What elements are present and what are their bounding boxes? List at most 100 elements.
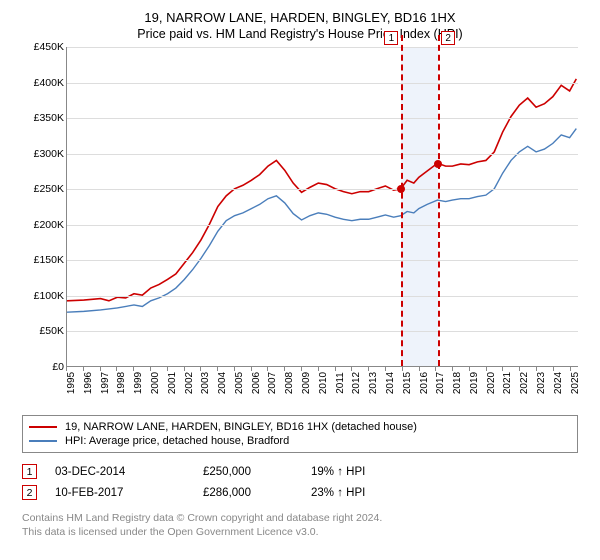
sale-diff: 19% ↑ HPI	[311, 466, 401, 478]
x-axis: 1995199619971998199920002001200220032004…	[66, 367, 578, 387]
gridline	[67, 296, 578, 297]
x-tick	[435, 367, 436, 371]
legend: 19, NARROW LANE, HARDEN, BINGLEY, BD16 1…	[22, 415, 578, 453]
x-tick	[519, 367, 520, 371]
x-tick	[318, 367, 319, 371]
sale-row: 210-FEB-2017£286,00023% ↑ HPI	[22, 482, 578, 503]
x-tick	[536, 367, 537, 371]
chart-lines	[67, 47, 578, 366]
x-tick-label: 2010	[318, 372, 329, 394]
x-tick-label: 2015	[402, 372, 413, 394]
y-tick-label: £150K	[34, 254, 64, 266]
x-tick-label: 1996	[83, 372, 94, 394]
x-tick	[133, 367, 134, 371]
x-tick-label: 2003	[200, 372, 211, 394]
sale-marker-badge: 2	[441, 31, 455, 45]
x-tick	[402, 367, 403, 371]
y-tick-label: £0	[52, 361, 64, 373]
x-tick-label: 2004	[217, 372, 228, 394]
page-title: 19, NARROW LANE, HARDEN, BINGLEY, BD16 1…	[22, 10, 578, 25]
x-tick-label: 2021	[502, 372, 513, 394]
sale-row: 1 03-DEC-2014 £250,000 19% ↑ HPI	[22, 461, 578, 482]
sale-price: £250,000	[203, 466, 293, 478]
x-tick	[83, 367, 84, 371]
x-tick-label: 2006	[251, 372, 262, 394]
gridline	[67, 118, 578, 119]
x-tick-label: 1999	[133, 372, 144, 394]
x-tick	[284, 367, 285, 371]
gridline	[67, 83, 578, 84]
x-tick-label: 2014	[385, 372, 396, 394]
x-tick-label: 2020	[486, 372, 497, 394]
sales-table: 1 03-DEC-2014 £250,000 19% ↑ HPI 210-FEB-201…	[22, 461, 578, 503]
page-subtitle: Price paid vs. HM Land Registry's House …	[22, 27, 578, 41]
x-tick	[66, 367, 67, 371]
gridline	[67, 154, 578, 155]
x-tick-label: 2005	[234, 372, 245, 394]
x-tick	[502, 367, 503, 371]
sale-marker-line	[438, 35, 440, 366]
x-tick-label: 2019	[469, 372, 480, 394]
y-tick-label: £100K	[34, 290, 64, 302]
y-axis: £0£50K£100K£150K£200K£250K£300K£350K£400…	[22, 47, 66, 367]
y-tick-label: £400K	[34, 77, 64, 89]
sale-badge: 1	[22, 464, 37, 479]
x-tick	[234, 367, 235, 371]
x-tick-label: 2022	[519, 372, 530, 394]
x-tick	[486, 367, 487, 371]
legend-label: 19, NARROW LANE, HARDEN, BINGLEY, BD16 1…	[65, 421, 417, 433]
footnote-line: Contains HM Land Registry data © Crown c…	[22, 511, 578, 525]
y-tick-label: £450K	[34, 41, 64, 53]
x-tick	[301, 367, 302, 371]
x-tick	[267, 367, 268, 371]
sale-marker-line	[401, 35, 403, 366]
x-tick	[553, 367, 554, 371]
y-tick-label: £350K	[34, 112, 64, 124]
x-tick	[368, 367, 369, 371]
x-tick-label: 1997	[100, 372, 111, 394]
sale-date: 03-DEC-2014	[55, 466, 185, 478]
x-tick	[385, 367, 386, 371]
x-tick-label: 2025	[570, 372, 581, 394]
legend-swatch	[29, 440, 57, 442]
sale-dot	[434, 160, 442, 168]
x-tick-label: 2000	[150, 372, 161, 394]
gridline	[67, 225, 578, 226]
x-tick-label: 2011	[335, 372, 346, 394]
x-tick	[200, 367, 201, 371]
x-tick-label: 1995	[66, 372, 77, 394]
gridline	[67, 47, 578, 48]
x-tick-label: 2012	[351, 372, 362, 394]
x-tick	[251, 367, 252, 371]
y-tick-label: £50K	[39, 325, 64, 337]
x-tick-label: 2013	[368, 372, 379, 394]
plot-area: 12	[66, 47, 578, 367]
x-tick	[452, 367, 453, 371]
x-tick	[184, 367, 185, 371]
x-tick	[351, 367, 352, 371]
x-tick-label: 2017	[435, 372, 446, 394]
sale-marker-badge: 1	[384, 31, 398, 45]
y-tick-label: £250K	[34, 183, 64, 195]
legend-label: HPI: Average price, detached house, Brad…	[65, 435, 289, 447]
legend-swatch	[29, 426, 57, 428]
chart: £0£50K£100K£150K£200K£250K£300K£350K£400…	[22, 47, 578, 387]
x-tick	[116, 367, 117, 371]
x-tick-label: 2018	[452, 372, 463, 394]
legend-item: 19, NARROW LANE, HARDEN, BINGLEY, BD16 1…	[29, 420, 571, 434]
x-tick	[167, 367, 168, 371]
x-tick	[335, 367, 336, 371]
x-tick-label: 2023	[536, 372, 547, 394]
sale-diff: 23% ↑ HPI	[311, 487, 401, 499]
sale-date: 10-FEB-2017	[55, 487, 185, 499]
x-tick	[570, 367, 571, 371]
gridline	[67, 260, 578, 261]
x-tick-label: 2002	[184, 372, 195, 394]
x-tick	[419, 367, 420, 371]
footnote: Contains HM Land Registry data © Crown c…	[22, 511, 578, 539]
y-tick-label: £200K	[34, 219, 64, 231]
legend-item: HPI: Average price, detached house, Brad…	[29, 434, 571, 448]
x-tick-label: 2024	[553, 372, 564, 394]
footnote-line: This data is licensed under the Open Gov…	[22, 525, 578, 539]
sale-dot	[397, 185, 405, 193]
